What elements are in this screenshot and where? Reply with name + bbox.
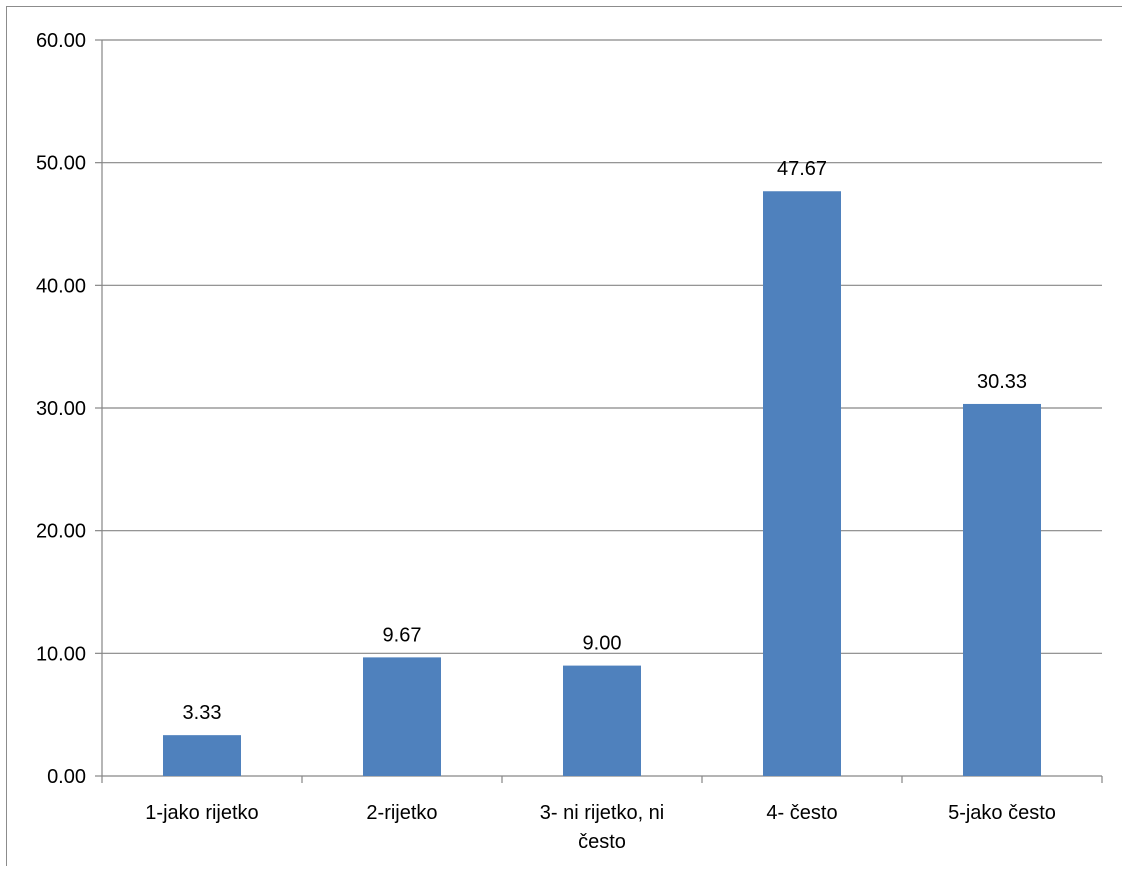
bar — [763, 191, 841, 777]
y-tick-label: 40.00 — [36, 275, 86, 297]
x-tick-label: 3- ni rijetko, ni — [540, 802, 665, 824]
y-tick-label: 30.00 — [36, 398, 86, 420]
x-tick-label: 4- često — [766, 802, 837, 824]
bar — [963, 403, 1041, 776]
bar — [563, 665, 641, 776]
data-label: 3.33 — [183, 702, 222, 724]
y-tick-label: 50.00 — [36, 153, 86, 175]
y-tick-label: 20.00 — [36, 521, 86, 543]
data-label: 47.67 — [777, 158, 827, 180]
bar — [163, 735, 241, 776]
data-label: 9.67 — [383, 624, 422, 646]
x-tick-label: 2-rijetko — [366, 802, 437, 824]
x-tick-label: često — [578, 831, 626, 853]
x-tick-label: 5-jako često — [948, 802, 1056, 824]
data-label: 9.00 — [583, 633, 622, 655]
x-tick-label: 1-jako rijetko — [145, 802, 258, 824]
y-tick-label: 60.00 — [36, 30, 86, 52]
bar — [363, 657, 441, 776]
chart-frame — [6, 6, 1122, 866]
data-label: 30.33 — [977, 371, 1027, 393]
y-tick-label: 10.00 — [36, 643, 86, 665]
y-tick-label: 0.00 — [47, 766, 86, 788]
